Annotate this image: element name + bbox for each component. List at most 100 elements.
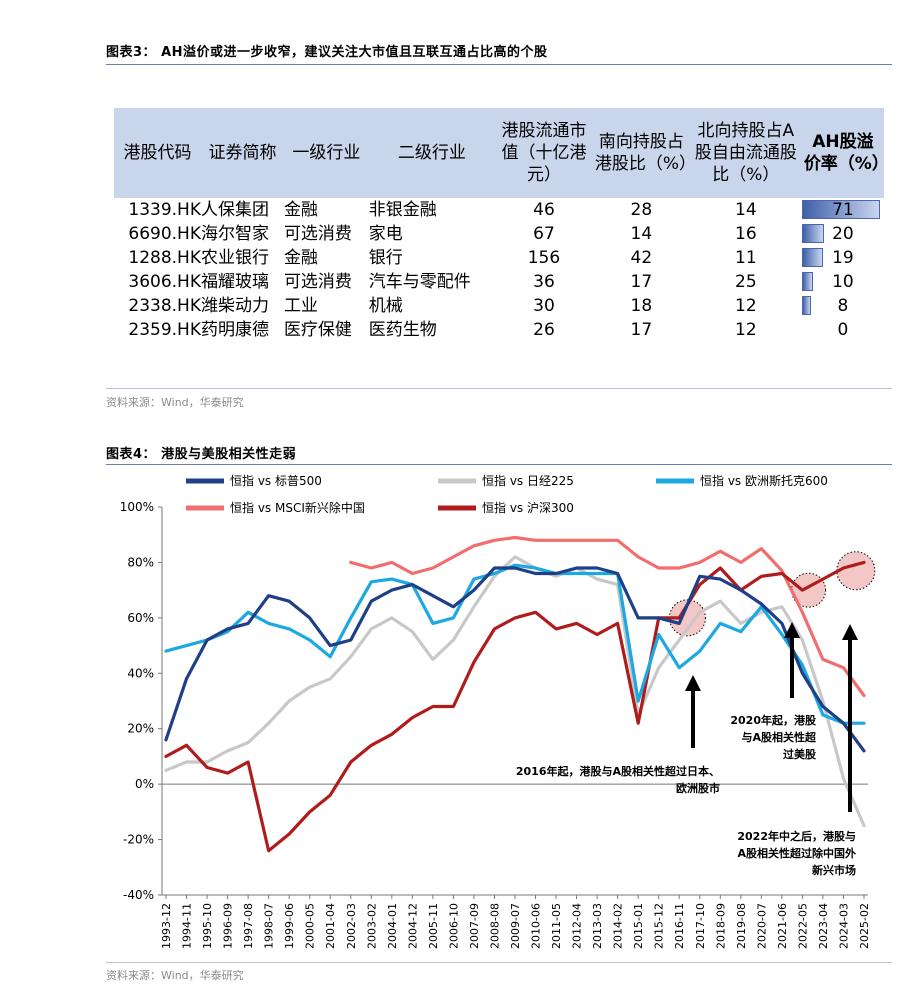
- table-row: 2338.HK 潍柴动力 工业 机械 30 18 12 8: [114, 294, 884, 318]
- y-tick-label: 80%: [127, 555, 154, 569]
- cell-name: 福耀玻璃: [200, 272, 269, 292]
- series-line: [164, 560, 866, 853]
- x-tick-label: 2013-03: [591, 903, 604, 949]
- x-tick-label: 2002-03: [345, 903, 358, 949]
- x-tick-label: 2005-11: [427, 903, 440, 949]
- x-tick-label: 2018-09: [714, 903, 727, 949]
- x-tick-label: 1994-11: [181, 903, 194, 949]
- header-name: 证券简称: [200, 108, 284, 198]
- header-south: 南向持股占港股比（%）: [592, 108, 696, 198]
- y-tick-label: 60%: [127, 611, 154, 625]
- arrow-head: [842, 624, 858, 640]
- cell-north: 14: [735, 200, 757, 220]
- ah-premium-value: 71: [832, 200, 854, 220]
- series-line: [349, 535, 866, 698]
- table-header-row: 港股代码 证券简称 一级行业 二级行业 港股流通市值（十亿港元） 南向持股占港股…: [114, 108, 889, 198]
- x-tick-label: 1997-08: [242, 903, 255, 949]
- x-tick-label: 2010-06: [530, 903, 543, 949]
- cell-south: 14: [630, 224, 653, 244]
- cell-ah-premium: 19: [801, 246, 884, 270]
- header-ind1: 一级行业: [283, 108, 369, 198]
- table-row: 6690.HK 海尔智家 可选消费 家电 67 14 16 20: [114, 222, 884, 246]
- y-tick-label: 40%: [127, 666, 154, 680]
- ah-premium-bar: [801, 248, 823, 267]
- cell-code: 1339.HK: [128, 200, 201, 220]
- cell-ind2: 银行: [368, 248, 403, 268]
- figure3-top-rule: [106, 64, 892, 65]
- ah-premium-value: 20: [832, 224, 854, 244]
- x-tick-label: 2019-08: [735, 903, 748, 949]
- ah-premium-bar: [801, 224, 824, 243]
- cell-name: 农业银行: [200, 248, 269, 268]
- cell-code: 2359.HK: [128, 320, 201, 340]
- cell-name: 潍柴动力: [200, 296, 269, 316]
- cell-code: 6690.HK: [128, 224, 201, 244]
- figure4-source: 资料来源：Wind，华泰研究: [106, 969, 244, 982]
- x-tick-label: 1993-12: [160, 903, 173, 949]
- x-tick-label: 1995-10: [201, 903, 214, 949]
- x-tick-label: 2001-04: [324, 903, 337, 949]
- ah-premium-value: 19: [832, 248, 854, 268]
- ah-premium-value: 0: [837, 320, 849, 340]
- arrow-head: [685, 675, 701, 691]
- cell-mcap: 30: [533, 296, 555, 316]
- highlight-circle: [836, 551, 876, 591]
- legend-label: 恒指 vs 沪深300: [482, 500, 574, 515]
- x-tick-label: 2003-02: [365, 903, 378, 949]
- cell-ah-premium: 8: [801, 294, 884, 318]
- y-tick-label: 20%: [127, 722, 154, 736]
- series-line: [164, 563, 866, 725]
- cell-ah-premium: 10: [801, 270, 884, 294]
- cell-north: 16: [735, 224, 757, 244]
- figure3-source: 资料来源：Wind，华泰研究: [106, 396, 244, 409]
- x-tick-label: 2008-08: [488, 903, 501, 949]
- chart-series: [164, 535, 866, 853]
- arrow-head: [784, 622, 800, 638]
- table-row: 2359.HK 药明康德 医疗保健 医药生物 26 17 12 0: [114, 318, 884, 342]
- x-tick-label: 2004-12: [406, 903, 419, 949]
- cell-north: 12: [735, 320, 757, 340]
- x-tick-label: 1996-09: [222, 903, 235, 949]
- figure3-bottom-rule: [106, 388, 892, 389]
- legend-label: 恒指 vs MSCI新兴除中国: [230, 500, 365, 515]
- annotation-a2020: 2020年起，港股与A股相关性超过美股: [730, 713, 817, 761]
- cell-ind1: 可选消费: [283, 224, 352, 244]
- series-line: [164, 566, 866, 753]
- x-tick-label: 2023-04: [817, 903, 830, 949]
- x-tick-label: 2022-05: [796, 903, 809, 949]
- x-tick-label: 2012-04: [571, 903, 584, 949]
- cell-ah-premium: 20: [801, 222, 884, 246]
- x-tick-label: 2011-05: [550, 903, 563, 949]
- table-row: 1288.HK 农业银行 金融 银行 156 42 11 19: [114, 246, 884, 270]
- cell-south: 17: [630, 272, 653, 292]
- cell-mcap: 156: [527, 248, 561, 268]
- figure4-bottom-rule: [106, 962, 892, 963]
- y-tick-label: 0%: [135, 777, 154, 791]
- ah-premium-value: 10: [832, 272, 854, 292]
- chart-legend: 恒指 vs 标普500 恒指 vs 日经225 恒指 vs 欧洲斯托克600 恒指 v…: [186, 473, 828, 515]
- cell-code: 1288.HK: [128, 248, 201, 268]
- series-line: [164, 555, 866, 828]
- x-tick-label: 2007-09: [468, 903, 481, 949]
- cell-ind2: 非银金融: [368, 200, 437, 220]
- y-axis: 100% 80% 60% 40% 20% 0% -20% -40%: [120, 500, 163, 902]
- ah-premium-bar: [801, 272, 813, 291]
- x-tick-label: 2016-11: [673, 903, 686, 949]
- annotation-a2016: 2016年起，港股与A股相关性超过日本、欧洲股市: [516, 764, 720, 795]
- x-tick-label: 2025-02: [858, 903, 871, 949]
- cell-north: 11: [735, 248, 757, 268]
- figure3-title: 图表3： AH溢价或进一步收窄，建议关注大市值且互联互通占比高的个股: [106, 45, 548, 60]
- x-tick-label: 1998-07: [263, 903, 276, 949]
- table-row: 3606.HK 福耀玻璃 可选消费 汽车与零配件 36 17 25 10: [114, 270, 884, 294]
- ah-premium-bar: [801, 200, 880, 219]
- cell-ind2: 医药生物: [368, 320, 437, 340]
- cell-mcap: 26: [533, 320, 555, 340]
- cell-name: 药明康德: [200, 320, 269, 340]
- x-tick-label: 2009-07: [509, 903, 522, 949]
- stock-table: 港股代码 证券简称 一级行业 二级行业 港股流通市值（十亿港元） 南向持股占港股…: [114, 108, 889, 342]
- x-tick-label: 2006-10: [447, 903, 460, 949]
- x-tick-label: 1999-06: [283, 903, 296, 949]
- ah-premium-value: 8: [837, 296, 849, 316]
- y-tick-label: 100%: [120, 500, 154, 514]
